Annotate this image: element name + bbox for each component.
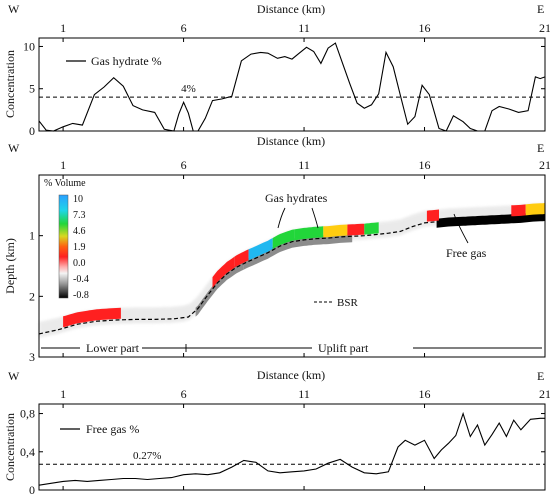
hydrate-band (63, 307, 121, 328)
colorbar-title: % Volume (44, 178, 86, 189)
colorbar-tick-label: 7.3 (73, 210, 86, 221)
hydrate-band (294, 226, 324, 241)
hydrate-y-tick-label: 0 (29, 124, 35, 138)
free-gas-panel: W E Distance (km) Concentration 1 6 11 16 21… (3, 368, 550, 497)
hydrate-band (525, 203, 545, 216)
section-y-tick-label: 2 (29, 289, 35, 303)
colorbar-tick-label: 10 (73, 194, 83, 205)
hydrate-series-line (38, 42, 546, 132)
section-y-tick-label: 1 (29, 229, 35, 243)
colorbar-tick-label: 4.6 (73, 226, 86, 237)
section-x-axis-title: Distance (km) (257, 134, 325, 148)
free-gas-annotation: Free gas (446, 246, 487, 260)
hydrate-y-tick-label: 10 (23, 39, 35, 53)
section-x-tick-label: 11 (298, 158, 310, 172)
free-gas-x-tick-label: 6 (181, 387, 187, 401)
section-x-tick-label: 1 (60, 158, 66, 172)
hydrate-x-tick-label: 1 (60, 21, 66, 35)
hydrate-plot-frame (38, 37, 546, 132)
lower-part-label: Lower part (86, 341, 140, 355)
colorbar-tick-label: -0.4 (73, 274, 89, 285)
hydrate-x-tick-label: 11 (298, 21, 310, 35)
hydrate-x-tick-label: 16 (419, 21, 431, 35)
free-gas-x-tick-label: 1 (60, 387, 66, 401)
hydrate-x-axis-title: Distance (km) (257, 2, 325, 16)
hydrates-annotation-arrow-left (277, 207, 286, 229)
section-y-axis-title: Depth (km) (3, 238, 17, 294)
hydrate-band (511, 204, 526, 217)
free-gas-y-tick-label: 0 (29, 483, 35, 497)
colorbar (58, 194, 69, 299)
hydrate-legend-label: Gas hydrate % (91, 54, 162, 68)
hydrate-panel: W E Distance (km) Concentration 1 6 11 16 21… (3, 2, 550, 138)
free-gas-band (243, 233, 353, 270)
hydrates-annotation-arrow-right (311, 207, 319, 229)
hydrate-reference-label: 4% (181, 83, 196, 95)
hydrate-corner-left: W (8, 2, 20, 16)
free-gas-y-axis-title: Concentration (3, 413, 17, 481)
free-gas-y-tick-label: 0,4 (20, 445, 35, 459)
hydrate-band (347, 223, 365, 236)
hydrate-band (426, 209, 439, 222)
free-gas-reference-label: 0.27% (133, 450, 161, 462)
hydrate-corner-right: E (537, 2, 544, 16)
free-gas-corner-left: W (8, 369, 20, 383)
hydrate-band (234, 249, 249, 268)
section-x-tick-label: 16 (419, 158, 431, 172)
colorbar-tick-label: 0.0 (73, 258, 86, 269)
bsr-legend-label: BSR (337, 297, 358, 309)
hydrates-annotation: Gas hydrates (265, 191, 328, 205)
section-x-tick-label: 21 (539, 158, 550, 172)
free-gas-band (195, 260, 244, 317)
free-gas-y-tick-label: 0,8 (20, 407, 35, 421)
section-y-tick-label: 3 (29, 350, 35, 364)
hydrate-band (272, 229, 295, 249)
free-gas-corner-right: E (537, 369, 544, 383)
hydrate-y-axis-title: Concentration (3, 50, 17, 118)
bsr-line (38, 214, 546, 335)
uplift-part-label: Uplift part (318, 341, 369, 355)
section-panel: W E Distance (km) Depth (km) 1 6 11 16 21 12… (3, 134, 550, 364)
free-gas-x-tick-label: 21 (539, 387, 550, 401)
colorbar-tick-label: -0.8 (73, 290, 89, 301)
free-gas-x-axis-title: Distance (km) (257, 368, 325, 382)
hydrate-x-tick-label: 6 (181, 21, 187, 35)
section-plot-frame (38, 174, 546, 358)
hydrate-band (212, 256, 235, 289)
hydrate-band (364, 222, 379, 235)
free-gas-plot-frame (38, 403, 546, 491)
hydrate-band (248, 238, 273, 261)
hydrate-x-tick-label: 21 (539, 21, 550, 35)
section-x-tick-label: 6 (181, 158, 187, 172)
free-gas-x-tick-label: 11 (298, 387, 310, 401)
free-gas-legend-label: Free gas % (86, 422, 139, 436)
hydrate-y-tick-label: 5 (29, 82, 35, 96)
free-gas-x-tick-label: 16 (419, 387, 431, 401)
colorbar-tick-label: 1.9 (73, 242, 86, 253)
hydrate-band (323, 224, 348, 238)
free-gas-annotation-arrow (453, 213, 469, 244)
section-corner-right: E (537, 141, 544, 155)
free-gas-series-line (38, 411, 545, 486)
section-corner-left: W (8, 141, 20, 155)
